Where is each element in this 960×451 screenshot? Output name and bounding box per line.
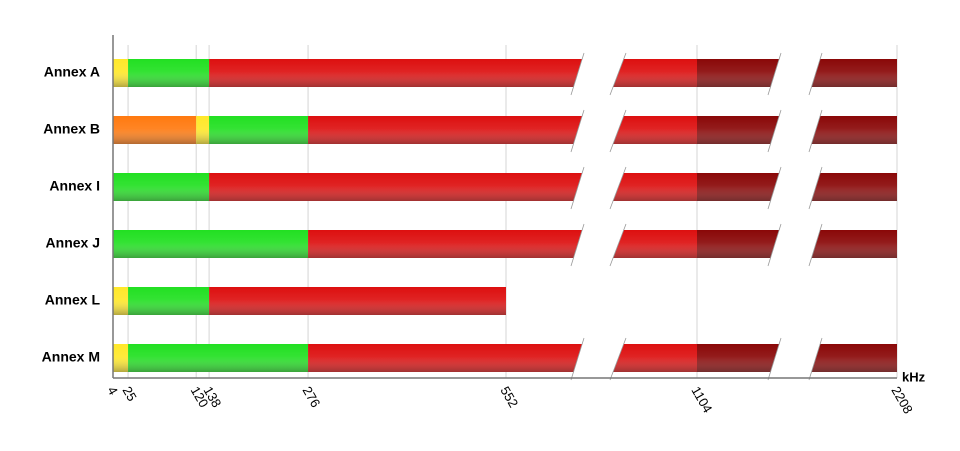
bar-shade	[209, 173, 697, 201]
break-edge	[808, 223, 823, 267]
category-label: Annex B	[43, 121, 100, 137]
break-edge	[570, 52, 585, 96]
axis-break	[768, 110, 822, 152]
bar-shade	[113, 287, 129, 315]
break-edge	[609, 166, 627, 210]
x-tick-label: 1104	[688, 384, 715, 416]
bar-shade	[196, 116, 210, 144]
bar-shade	[113, 173, 210, 201]
break-edge	[570, 223, 585, 267]
break-edge	[570, 166, 585, 210]
category-label: Annex L	[45, 292, 101, 308]
break-edge	[808, 166, 823, 210]
x-axis-label: kHz	[902, 369, 926, 384]
break-edge	[808, 52, 823, 96]
axis-break	[571, 110, 626, 152]
bar-shade	[113, 116, 197, 144]
break-edge	[808, 109, 823, 153]
bar-shade	[113, 59, 129, 87]
axis-break	[768, 224, 822, 266]
axis-break	[571, 53, 626, 95]
bar-shade	[128, 59, 210, 87]
x-tick-label: 552	[497, 384, 521, 410]
axis-break	[768, 167, 822, 209]
break-edge	[609, 337, 627, 381]
bar-shade	[209, 116, 309, 144]
axis-break	[571, 338, 626, 380]
break-edge	[808, 337, 823, 381]
x-tick-label: 2208	[888, 384, 915, 417]
break-edge	[767, 166, 782, 210]
axis-break	[571, 224, 626, 266]
bar-shade	[128, 287, 210, 315]
bar-shade	[209, 287, 506, 315]
category-label: Annex I	[49, 178, 100, 194]
bar-shade	[128, 344, 309, 372]
category-label: Annex A	[44, 64, 100, 80]
break-edge	[570, 337, 585, 381]
break-edge	[767, 109, 782, 153]
break-edge	[609, 52, 627, 96]
x-tick-label: 276	[299, 384, 323, 410]
break-edge	[609, 223, 627, 267]
bar-shade	[308, 116, 697, 144]
axis-break	[768, 338, 822, 380]
bar-shade	[113, 230, 309, 258]
x-tick-label: 4	[104, 384, 121, 398]
axis-break	[571, 167, 626, 209]
bar-shade	[308, 344, 697, 372]
x-tick-label: 25	[119, 384, 139, 404]
bar-shade	[113, 344, 129, 372]
break-edge	[570, 109, 585, 153]
category-label: Annex M	[42, 349, 100, 365]
break-edge	[767, 337, 782, 381]
category-label: Annex J	[46, 235, 100, 251]
bar-shade	[209, 59, 697, 87]
break-edge	[767, 52, 782, 96]
axis-break	[768, 53, 822, 95]
break-edge	[609, 109, 627, 153]
break-edge	[767, 223, 782, 267]
bar-shade	[308, 230, 697, 258]
